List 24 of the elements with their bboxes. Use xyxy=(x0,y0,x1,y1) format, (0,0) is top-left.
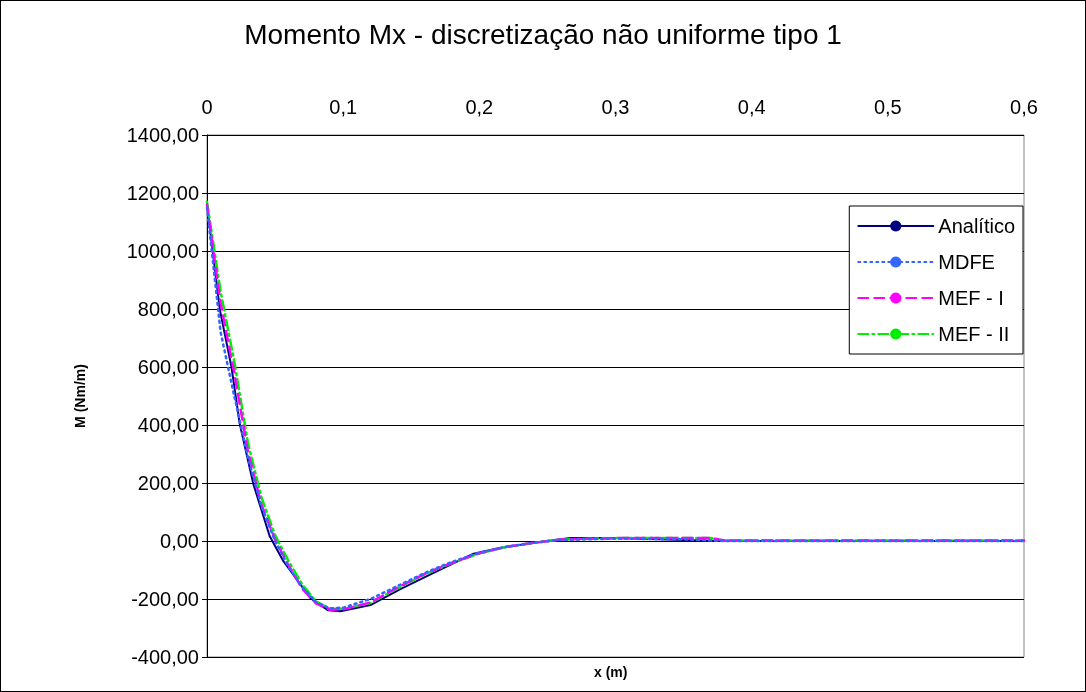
chart-title: Momento Mx - discretização não uniforme tipo 1 xyxy=(244,18,842,50)
x-tick-label: 0,4 xyxy=(737,96,766,118)
y-tick-label: 200,00 xyxy=(137,472,199,494)
x-tick-label: 0,6 xyxy=(1010,96,1038,118)
x-tick-label: 0,2 xyxy=(465,96,494,118)
x-tick-label: 0 xyxy=(201,96,213,118)
y-tick-label: 800,00 xyxy=(137,298,199,320)
x-tick-label: 0,5 xyxy=(873,96,902,118)
y-tick-label: -400,00 xyxy=(131,646,199,668)
x-tick-label: 0,3 xyxy=(601,96,630,118)
x-tick-label: 0,1 xyxy=(329,96,358,118)
legend-label: Analítico xyxy=(938,215,1016,237)
legend-label: MEF - I xyxy=(938,287,1004,309)
y-tick-label: 1000,00 xyxy=(126,240,199,262)
legend-label: MEF - II xyxy=(938,323,1010,345)
y-tick-label: 1400,00 xyxy=(126,124,199,146)
y-tick-label: 400,00 xyxy=(137,414,199,436)
y-tick-label: 1200,00 xyxy=(126,182,199,204)
y-tick-label: -200,00 xyxy=(131,588,199,610)
y-tick-label: 0,00 xyxy=(160,530,199,552)
x-axis-title: x (m) xyxy=(594,664,628,680)
y-axis-title: M (Nm/m) xyxy=(72,364,88,428)
legend-label: MDFE xyxy=(938,251,995,273)
y-tick-label: 600,00 xyxy=(137,356,199,378)
